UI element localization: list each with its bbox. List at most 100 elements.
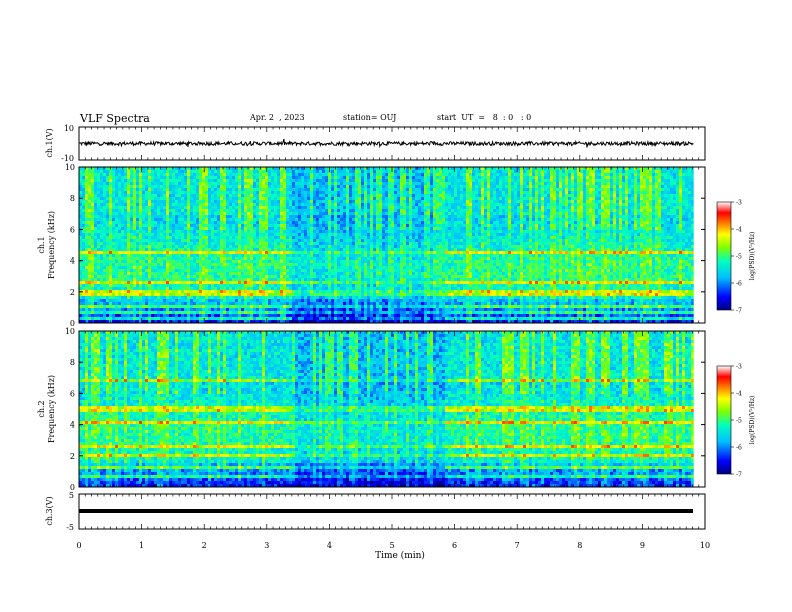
spectrogram-cell bbox=[364, 233, 368, 237]
spectrogram-cell bbox=[259, 296, 263, 300]
spectrogram-cell bbox=[346, 197, 350, 201]
spectrogram-cell bbox=[262, 266, 266, 270]
spectrogram-cell bbox=[241, 167, 245, 171]
spectrogram-cell bbox=[208, 245, 212, 249]
spectrogram-cell bbox=[217, 293, 221, 297]
spectrogram-cell bbox=[235, 224, 239, 228]
spectrogram-cell bbox=[148, 257, 152, 261]
spectrogram-cell bbox=[217, 230, 221, 234]
spectrogram-cell bbox=[208, 272, 212, 276]
spectrogram-cell bbox=[172, 224, 176, 228]
spectrogram-cell bbox=[211, 185, 215, 189]
spectrogram-cell bbox=[193, 242, 197, 246]
spectrogram-cell bbox=[88, 284, 92, 288]
spectrogram-cell bbox=[106, 197, 110, 201]
spectrogram-cell bbox=[310, 260, 314, 264]
spectrogram-cell bbox=[121, 293, 125, 297]
spectrogram-cell bbox=[106, 320, 110, 324]
spectrogram-cell bbox=[175, 245, 179, 249]
spectrogram-cell bbox=[274, 179, 278, 183]
spectrogram-cell bbox=[325, 296, 329, 300]
spectrogram-cell bbox=[121, 218, 125, 222]
spectrogram-cell bbox=[292, 230, 296, 234]
spectrogram-cell bbox=[334, 314, 338, 318]
spectrogram-cell bbox=[154, 254, 158, 258]
spectrogram-cell bbox=[274, 284, 278, 288]
spectrogram-cell bbox=[226, 278, 230, 282]
spectrogram-cell bbox=[220, 185, 224, 189]
spectrogram-cell bbox=[94, 179, 98, 183]
spectrogram-cell bbox=[178, 173, 182, 177]
spectrogram-cell bbox=[247, 209, 251, 213]
spectrogram-cell bbox=[127, 314, 131, 318]
spectrogram-cell bbox=[103, 239, 107, 243]
spectrogram-cell bbox=[358, 242, 362, 246]
spectrogram-cell bbox=[193, 299, 197, 303]
spectrogram-cell bbox=[253, 314, 257, 318]
spectrogram-cell bbox=[334, 176, 338, 180]
spectrogram-cell bbox=[166, 257, 170, 261]
spectrogram-cell bbox=[82, 230, 86, 234]
spectrogram-cell bbox=[250, 314, 254, 318]
spectrogram-cell bbox=[361, 230, 365, 234]
spectrogram-cell bbox=[211, 230, 215, 234]
spectrogram-cell bbox=[298, 200, 302, 204]
spectrogram-cell bbox=[331, 314, 335, 318]
spectrogram-cell bbox=[214, 239, 218, 243]
spectrogram-cell bbox=[133, 203, 137, 207]
spectrogram-cell bbox=[172, 236, 176, 240]
spectrogram-cell bbox=[340, 263, 344, 267]
spectrogram-cell bbox=[355, 176, 359, 180]
spectrogram-cell bbox=[277, 200, 281, 204]
spectrogram-cell bbox=[97, 317, 101, 321]
spectrogram-cell bbox=[142, 308, 146, 312]
spectrogram-cell bbox=[103, 248, 107, 252]
spectrogram-cell bbox=[151, 278, 155, 282]
spectrogram-cell bbox=[133, 176, 137, 180]
spectrogram-cell bbox=[118, 302, 122, 306]
spectrogram-cell bbox=[337, 203, 341, 207]
spectrogram-cell bbox=[310, 281, 314, 285]
spectrogram-cell bbox=[307, 278, 311, 282]
spectrogram-cell bbox=[112, 302, 116, 306]
spectrogram-cell bbox=[250, 176, 254, 180]
spectrogram-cell bbox=[310, 320, 314, 324]
spectrogram-cell bbox=[82, 299, 86, 303]
spectrogram-cell bbox=[136, 179, 140, 183]
spectrogram-cell bbox=[271, 248, 275, 252]
spectrogram-cell bbox=[286, 299, 290, 303]
spectrogram-cell bbox=[145, 218, 149, 222]
spectrogram-cell bbox=[163, 236, 167, 240]
spectrogram-cell bbox=[148, 239, 152, 243]
spectrogram-cell bbox=[334, 224, 338, 228]
spectrogram-cell bbox=[232, 191, 236, 195]
station-label: station= OUJ bbox=[343, 113, 396, 122]
spectrogram-cell bbox=[127, 170, 131, 174]
spectrogram-cell bbox=[259, 269, 263, 273]
spectrogram-cell bbox=[181, 167, 185, 171]
spectrogram-cell bbox=[208, 239, 212, 243]
spectrogram-cell bbox=[169, 263, 173, 267]
spectrogram-cell bbox=[310, 239, 314, 243]
spectrogram-cell bbox=[220, 215, 224, 219]
spectrogram-cell bbox=[310, 317, 314, 321]
spectrogram-cell bbox=[154, 317, 158, 321]
spectrogram-cell bbox=[232, 281, 236, 285]
spectrogram-cell bbox=[334, 197, 338, 201]
spectrogram-cell bbox=[136, 287, 140, 291]
spectrogram-cell bbox=[154, 233, 158, 237]
spectrogram-cell bbox=[127, 185, 131, 189]
spectrogram-cell bbox=[364, 194, 368, 198]
spectrogram-cell bbox=[85, 320, 89, 324]
spectrogram-cell bbox=[262, 254, 266, 258]
spectrogram-cell bbox=[193, 317, 197, 321]
spectrogram-cell bbox=[322, 203, 326, 207]
spectrogram-cell bbox=[121, 212, 125, 216]
spectrogram-cell bbox=[262, 314, 266, 318]
spectrogram-cell bbox=[232, 287, 236, 291]
spectrogram-cell bbox=[337, 179, 341, 183]
spectrogram-cell bbox=[202, 239, 206, 243]
spectrogram-cell bbox=[133, 167, 137, 171]
spectrogram-cell bbox=[133, 308, 137, 312]
spectrogram-cell bbox=[169, 236, 173, 240]
